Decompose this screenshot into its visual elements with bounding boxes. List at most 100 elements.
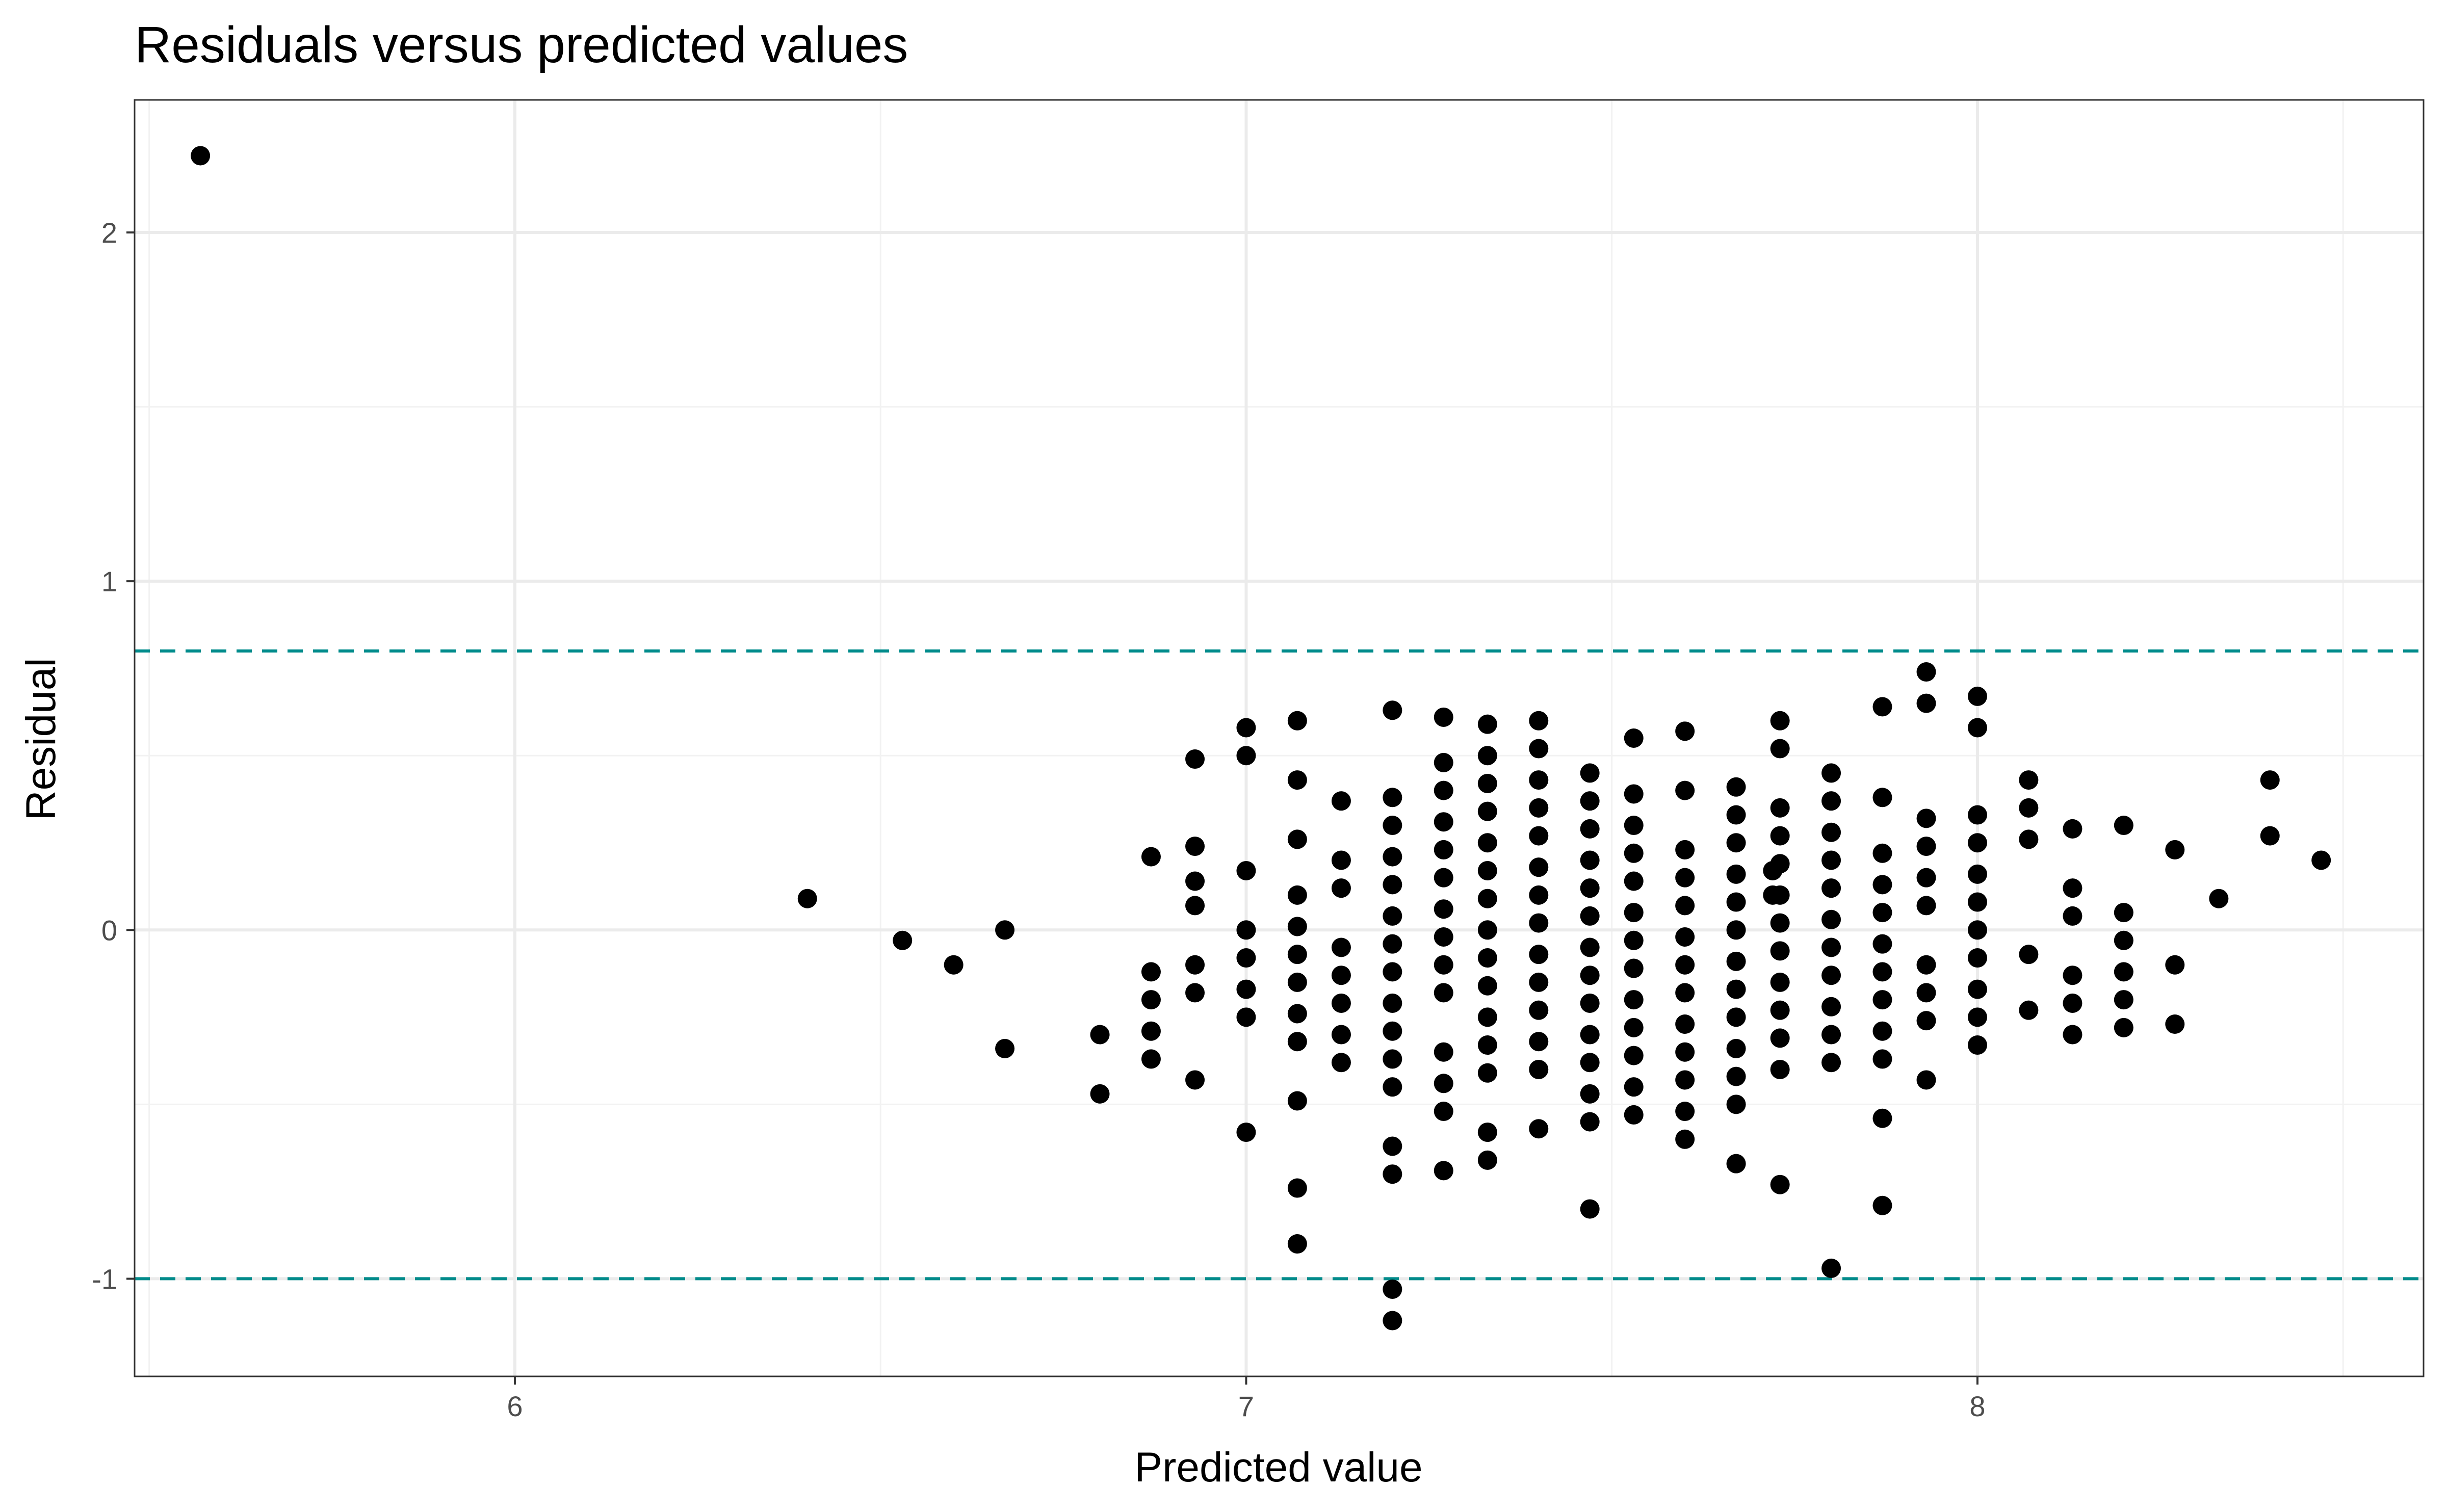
axes: 6 7 8 -1 0 1 2 [92, 99, 2425, 1422]
scatter-point [1821, 909, 1841, 929]
scatter-point [1821, 822, 1841, 842]
scatter-point [2165, 840, 2185, 859]
scatter-point [1236, 920, 1256, 940]
scatter-point [1434, 899, 1453, 919]
scatter-point [2165, 1014, 2185, 1034]
scatter-point [1434, 868, 1453, 888]
scatter-point [1287, 945, 1307, 964]
scatter-point [1675, 780, 1695, 800]
scatter-point [1141, 990, 1161, 1010]
scatter-point [2165, 955, 2185, 975]
scatter-point [1872, 788, 1892, 807]
scatter-point [1236, 861, 1256, 880]
scatter-point [1434, 1042, 1453, 1062]
scatter-point [2063, 993, 2082, 1013]
scatter-point [1529, 945, 1549, 964]
y-tick-label: 0 [101, 914, 117, 946]
scatter-point [1821, 997, 1841, 1016]
scatter-point [1675, 1102, 1695, 1122]
scatter-point [2209, 889, 2229, 908]
scatter-point [1967, 686, 1987, 706]
scatter-point [1383, 1049, 1402, 1069]
scatter-point [1331, 878, 1351, 898]
scatter-point [1821, 937, 1841, 957]
scatter-point [1580, 1199, 1600, 1219]
scatter-point [1477, 861, 1497, 880]
scatter-point [1726, 1154, 1746, 1174]
scatter-point [1477, 1123, 1497, 1142]
scatter-point [1434, 1074, 1453, 1093]
scatter-point [1331, 850, 1351, 870]
scatter-point [1726, 979, 1746, 999]
scatter-point [1726, 920, 1746, 940]
scatter-point [1477, 1035, 1497, 1055]
scatter-point [1383, 1077, 1402, 1097]
scatter-point [1529, 826, 1549, 846]
scatter-point [1529, 798, 1549, 818]
scatter-point [1434, 752, 1453, 772]
scatter-point [1529, 1000, 1549, 1020]
scatter-point [1624, 1018, 1644, 1037]
scatter-point [1185, 896, 1205, 916]
x-tick-label: 7 [1238, 1390, 1254, 1422]
scatter-point [1383, 962, 1402, 982]
scatter-point [1331, 1053, 1351, 1073]
scatter-point [1331, 966, 1351, 985]
scatter-point [1675, 896, 1695, 916]
scatter-point [1872, 697, 1892, 717]
scatter-point [1770, 1000, 1790, 1020]
scatter-point [2063, 819, 2082, 839]
scatter-point [995, 920, 1015, 940]
chart-title: Residuals versus predicted values [135, 16, 908, 73]
scatter-point [1331, 1025, 1351, 1045]
scatter-point [1477, 746, 1497, 766]
scatter-point [191, 146, 211, 166]
scatter-point [1477, 889, 1497, 908]
scatter-point [1821, 878, 1841, 898]
scatter-point [1872, 1021, 1892, 1041]
scatter-point [1770, 941, 1790, 961]
scatter-point [2114, 930, 2133, 950]
scatter-point [1236, 948, 1256, 968]
scatter-point [1383, 875, 1402, 895]
scatter-point [1770, 1175, 1790, 1194]
scatter-point [1967, 1007, 1987, 1027]
scatter-point [1675, 1014, 1695, 1034]
scatter-point [1726, 777, 1746, 797]
scatter-point [1185, 1070, 1205, 1090]
scatter-point [1624, 871, 1644, 891]
scatter-point [1821, 763, 1841, 783]
scatter-point [2019, 798, 2039, 818]
scatter-point [1770, 972, 1790, 992]
scatter-point [1090, 1025, 1110, 1045]
scatter-point [1287, 1178, 1307, 1198]
scatter-point [2260, 770, 2280, 790]
scatter-point [1185, 955, 1205, 975]
scatter-point [1967, 833, 1987, 853]
scatter-point [1624, 728, 1644, 748]
scatter-point [2063, 906, 2082, 926]
scatter-point [2260, 826, 2280, 846]
y-tick-label: 2 [101, 217, 117, 249]
panel-background [135, 100, 2424, 1376]
scatter-point [1287, 770, 1307, 790]
scatter-point [1916, 837, 1936, 856]
scatter-point [2114, 1018, 2133, 1037]
scatter-point [1331, 791, 1351, 811]
x-axis-title: Predicted value [1134, 1444, 1422, 1491]
scatter-point [1434, 840, 1453, 859]
grid-lines [135, 100, 2424, 1376]
scatter-point [1185, 983, 1205, 1003]
scatter-point [1916, 662, 1936, 682]
scatter-point [1770, 913, 1790, 933]
scatter-point [1580, 906, 1600, 926]
scatter-point [893, 930, 913, 950]
scatter-point [1675, 1070, 1695, 1090]
scatter-point [1090, 1084, 1110, 1104]
scatter-point [1580, 791, 1600, 811]
scatter-point [1477, 833, 1497, 853]
scatter-point [1821, 966, 1841, 985]
scatter-point [1580, 966, 1600, 985]
scatter-point [1872, 962, 1892, 982]
